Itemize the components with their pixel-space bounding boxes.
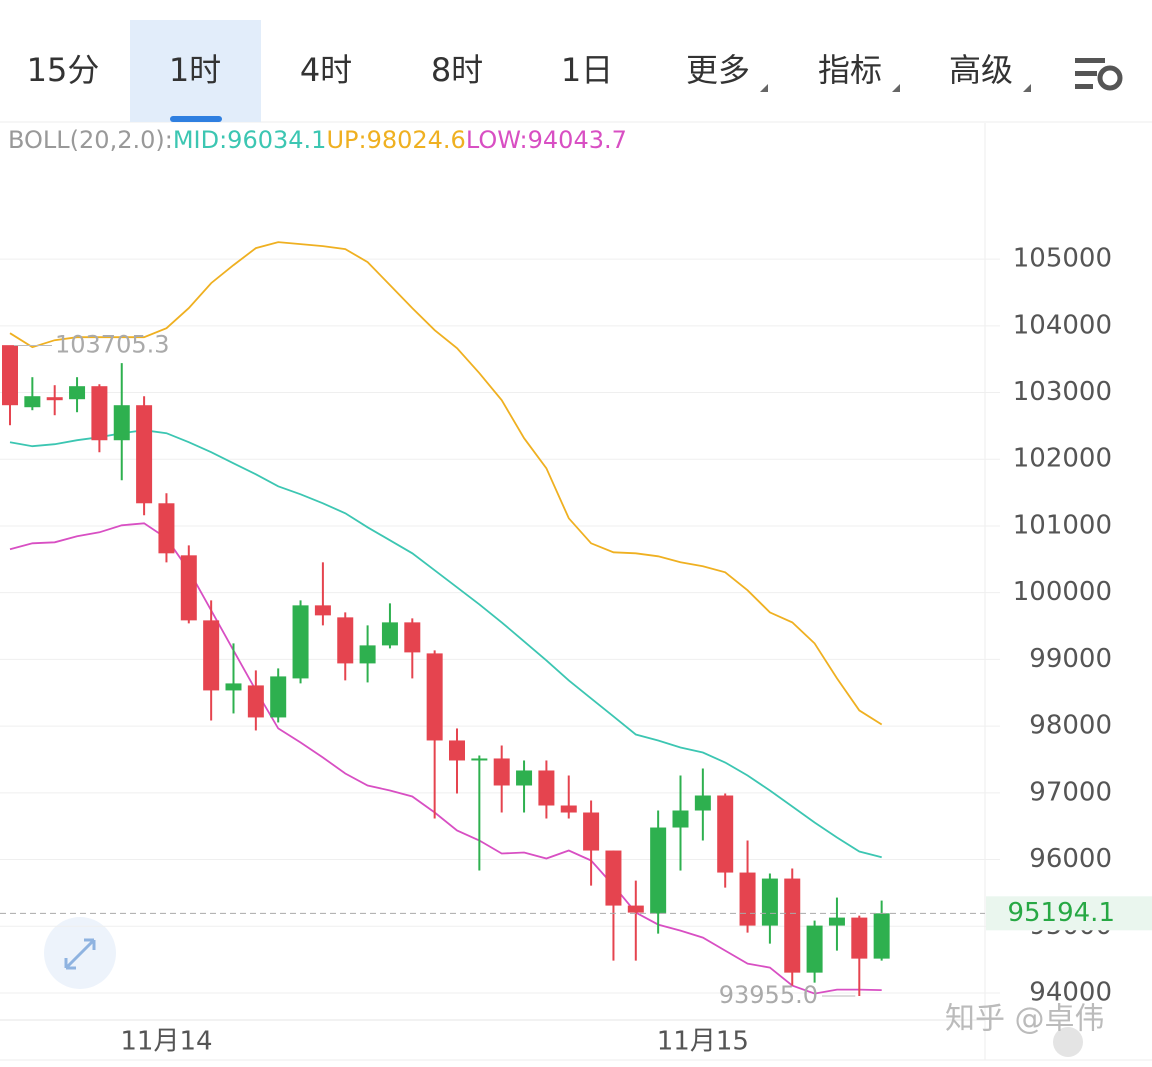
candle-body	[605, 850, 622, 906]
candle-body	[493, 758, 510, 786]
candle-body	[24, 396, 41, 408]
indicator-label: BOLL(20,2.0):	[8, 126, 173, 154]
candle-body	[471, 758, 488, 761]
indicator-value: UP:98024.6	[326, 126, 465, 154]
x-tick-label: 11月15	[657, 1027, 749, 1057]
candle-body	[828, 917, 845, 926]
candle-body	[717, 795, 734, 873]
candle-body	[739, 872, 756, 926]
tab[interactable]: 指标	[818, 51, 882, 89]
candle-body	[270, 676, 287, 718]
y-tick-label: 100000	[1013, 577, 1112, 607]
candle-body	[91, 386, 108, 441]
watermark-icon	[1053, 1027, 1083, 1057]
tab[interactable]: 8时	[431, 51, 483, 89]
y-tick-label: 103000	[1013, 377, 1112, 407]
candle-body	[516, 770, 533, 786]
band-line	[9, 429, 882, 859]
y-tick-label: 96000	[1029, 844, 1112, 874]
candle-body	[203, 620, 220, 691]
indicator-legend: BOLL(20,2.0):MID:96034.1UP:98024.6LOW:94…	[8, 126, 627, 154]
active-tab-indicator	[170, 116, 222, 122]
low-marker-label: 93955.0	[719, 981, 818, 1009]
candle-body	[851, 917, 868, 959]
candle-body	[2, 345, 18, 406]
dropdown-triangle	[760, 84, 768, 92]
icon-bar	[1075, 84, 1093, 89]
last-price-label: 95194.1	[1007, 898, 1115, 928]
icon-gear	[1097, 65, 1123, 91]
icon-bar	[1075, 71, 1097, 76]
last-price-box	[986, 896, 1152, 931]
candle-body	[113, 405, 130, 441]
candle-body	[359, 645, 376, 664]
expand-arrows	[64, 938, 96, 970]
band-line	[9, 522, 882, 995]
candle-body	[538, 770, 555, 806]
candle-body	[314, 605, 331, 616]
x-tick-label: 11月14	[120, 1027, 212, 1057]
candle-body	[650, 827, 667, 914]
indicator-value: LOW:94043.7	[466, 126, 627, 154]
candle-body	[761, 878, 778, 926]
y-tick-label: 99000	[1029, 644, 1112, 674]
high-marker-label: 103705.3	[55, 330, 170, 358]
candle-body	[225, 683, 242, 691]
candle-body	[158, 503, 175, 554]
tab[interactable]: 更多	[686, 51, 750, 89]
indicator-value: MID:96034.1	[173, 126, 327, 154]
candle-body	[180, 555, 197, 621]
active-tab-bg	[130, 20, 261, 122]
watermark: 知乎 @卓伟	[945, 1002, 1105, 1037]
y-tick-label: 102000	[1013, 444, 1112, 474]
candle-body	[784, 878, 801, 973]
y-tick-label: 104000	[1013, 310, 1112, 340]
dropdown-triangle	[1023, 84, 1031, 92]
band-line	[9, 241, 883, 726]
tab[interactable]: 1日	[561, 51, 613, 89]
candle-body	[627, 905, 644, 913]
settings-icon[interactable]	[1075, 58, 1123, 91]
candle-body	[583, 812, 600, 851]
candle-body	[426, 653, 443, 741]
tab[interactable]: 4时	[300, 51, 352, 89]
candle-body	[873, 913, 890, 959]
candle-body	[694, 795, 711, 811]
dropdown-triangle	[892, 84, 900, 92]
candle-body	[136, 405, 153, 504]
candle-body	[247, 685, 264, 718]
icon-bar	[1075, 58, 1105, 63]
candle-body	[672, 810, 689, 828]
y-tick-label: 101000	[1013, 510, 1112, 540]
candle-body	[46, 397, 63, 401]
candle-body	[69, 386, 86, 400]
expand-button[interactable]	[44, 917, 116, 989]
candle-body	[292, 605, 309, 679]
candle-body	[449, 740, 465, 761]
y-tick-label: 105000	[1013, 244, 1112, 274]
y-tick-label: 97000	[1029, 777, 1112, 807]
candle-body	[404, 622, 421, 653]
candle-body	[381, 622, 398, 646]
y-tick-label: 94000	[1029, 977, 1112, 1007]
candle-body	[337, 617, 354, 664]
tab[interactable]: 高级	[949, 51, 1013, 89]
candle-body	[560, 805, 577, 813]
tab[interactable]: 15分	[27, 51, 100, 89]
candle-body	[806, 925, 823, 973]
tab[interactable]: 1时	[169, 51, 221, 89]
y-tick-label: 98000	[1029, 711, 1112, 741]
